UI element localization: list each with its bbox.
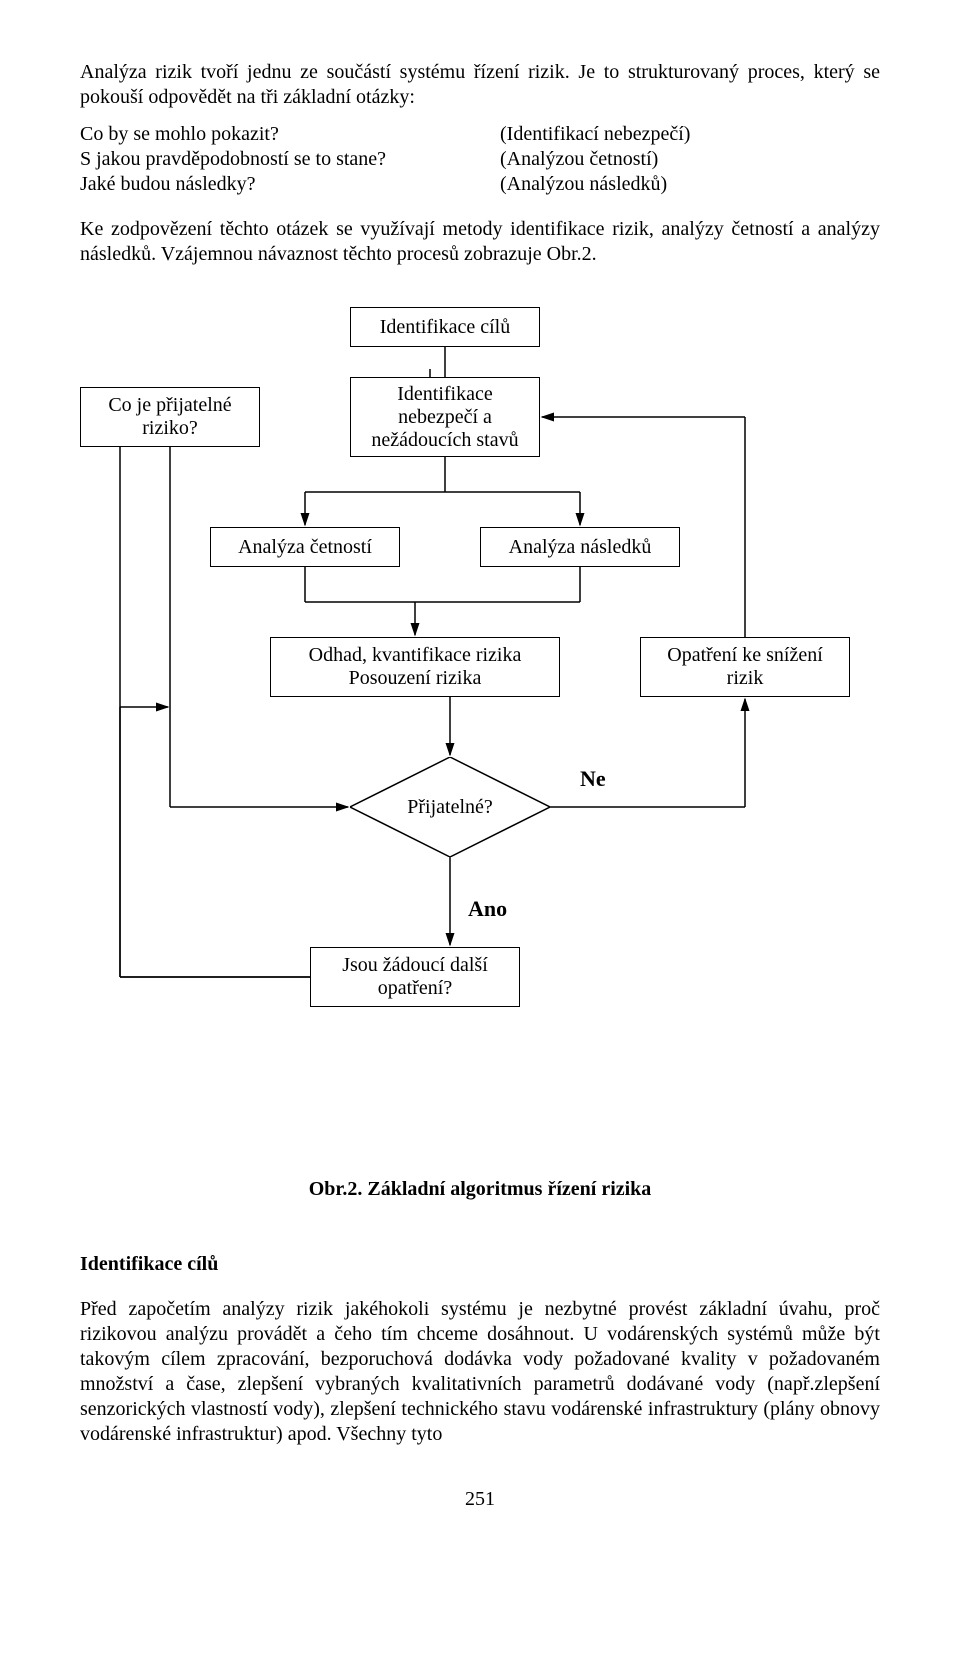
node-label: Identifikace nebezpečí a nežádoucích sta… (359, 383, 531, 452)
node-label: Analýza následků (509, 536, 652, 559)
node-label: Identifikace cílů (380, 316, 511, 339)
node-dalsi-opatreni: Jsou žádoucí další opatření? (310, 947, 520, 1007)
edge-label-ne: Ne (580, 765, 606, 793)
page: Analýza rizik tvoří jednu ze součástí sy… (0, 0, 960, 1552)
node-label: Odhad, kvantifikace rizika Posouzení riz… (279, 644, 551, 690)
node-opatreni: Opatření ke snížení rizik (640, 637, 850, 697)
after-qa-paragraph: Ke zodpovězení těchto otázek se využívaj… (80, 217, 880, 267)
node-label: Opatření ke snížení rizik (649, 644, 841, 690)
figure-caption: Obr.2. Základní algoritmus řízení rizika (80, 1177, 880, 1202)
qa-row: S jakou pravděpodobností se to stane? (A… (80, 147, 880, 172)
intro-paragraph: Analýza rizik tvoří jednu ze součástí sy… (80, 60, 880, 110)
section-paragraph: Před započetím analýzy rizik jakéhokoli … (80, 1297, 880, 1447)
page-number: 251 (80, 1487, 880, 1512)
edge-label-ano: Ano (468, 895, 507, 923)
qa-answer: (Analýzou následků) (500, 172, 880, 197)
node-label: Jsou žádoucí další opatření? (319, 954, 511, 1000)
qa-question: S jakou pravděpodobností se to stane? (80, 147, 500, 172)
node-odhad: Odhad, kvantifikace rizika Posouzení riz… (270, 637, 560, 697)
qa-row: Jaké budou následky? (Analýzou následků) (80, 172, 880, 197)
node-label: Analýza četností (238, 536, 372, 559)
qa-question: Jaké budou následky? (80, 172, 500, 197)
node-label: Přijatelné? (407, 795, 493, 820)
qa-row: Co by se mohlo pokazit? (Identifikací ne… (80, 122, 880, 147)
qa-answer: (Analýzou četností) (500, 147, 880, 172)
node-prijatelne-riziko: Co je přijatelné riziko? (80, 387, 260, 447)
qa-block: Co by se mohlo pokazit? (Identifikací ne… (80, 122, 880, 197)
qa-question: Co by se mohlo pokazit? (80, 122, 500, 147)
qa-answer: (Identifikací nebezpečí) (500, 122, 880, 147)
section-heading: Identifikace cílů (80, 1252, 880, 1277)
node-label: Co je přijatelné riziko? (89, 394, 251, 440)
node-identifikace-nebezpeci: Identifikace nebezpečí a nežádoucích sta… (350, 377, 540, 457)
node-analyza-cetnosti: Analýza četností (210, 527, 400, 567)
node-identifikace-cilu: Identifikace cílů (350, 307, 540, 347)
flowchart: Identifikace cílů Co je přijatelné rizik… (80, 307, 880, 1147)
node-analyza-nasledku: Analýza následků (480, 527, 680, 567)
node-decision-prijatelne: Přijatelné? (350, 757, 550, 857)
